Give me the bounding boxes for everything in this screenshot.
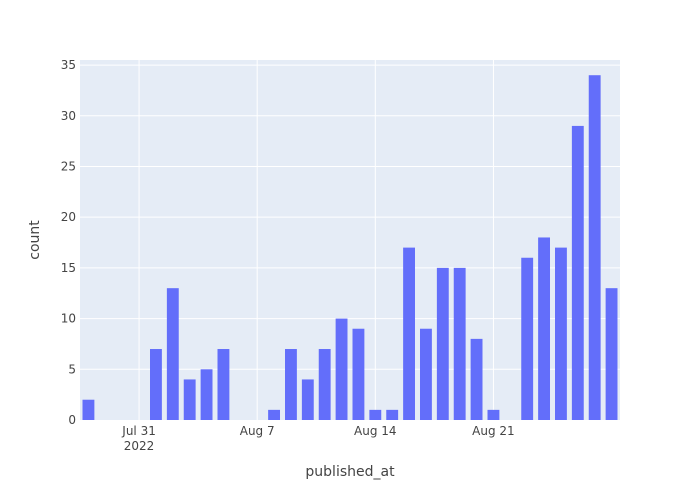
bar xyxy=(285,349,297,420)
bar xyxy=(335,318,348,420)
x-axis-title: published_at xyxy=(305,464,395,480)
y-tick-label: 10 xyxy=(61,312,76,326)
y-tick-label: 30 xyxy=(61,109,76,123)
x-tick-sublabel: 2022 xyxy=(124,439,155,453)
bar xyxy=(150,349,162,420)
bar xyxy=(352,328,365,420)
x-tick-label: Aug 14 xyxy=(354,424,397,438)
bar xyxy=(301,379,314,420)
bar xyxy=(200,369,213,420)
bar xyxy=(487,409,500,420)
y-axis-ticks: 0 5 10 15 20 25 30 35 xyxy=(61,58,76,427)
y-tick-label: 5 xyxy=(68,362,76,376)
bar xyxy=(403,247,415,420)
bar xyxy=(571,125,584,420)
y-tick-label: 25 xyxy=(61,159,76,173)
y-tick-label: 0 xyxy=(68,413,76,427)
bar xyxy=(268,409,280,420)
bar xyxy=(420,328,432,420)
bar xyxy=(318,349,331,420)
bar xyxy=(538,237,550,420)
bar xyxy=(166,288,179,420)
gridlines xyxy=(80,60,620,420)
x-tick-label: Aug 21 xyxy=(472,424,515,438)
bar xyxy=(386,409,399,420)
bar xyxy=(470,338,483,420)
bar xyxy=(217,349,230,420)
x-tick-label: Jul 31 xyxy=(121,424,156,438)
bars xyxy=(82,75,618,420)
bar xyxy=(605,288,618,420)
y-tick-label: 20 xyxy=(61,210,76,224)
bar xyxy=(82,399,95,420)
x-tick-label: Aug 7 xyxy=(240,424,275,438)
y-tick-label: 15 xyxy=(61,261,76,275)
y-axis-title: count xyxy=(27,220,43,260)
bar xyxy=(521,257,534,420)
bar xyxy=(369,409,382,420)
bar xyxy=(555,247,567,420)
y-tick-label: 35 xyxy=(61,58,76,72)
bar xyxy=(453,267,466,420)
bar xyxy=(183,379,196,420)
bar xyxy=(588,75,601,420)
bar xyxy=(436,267,449,420)
